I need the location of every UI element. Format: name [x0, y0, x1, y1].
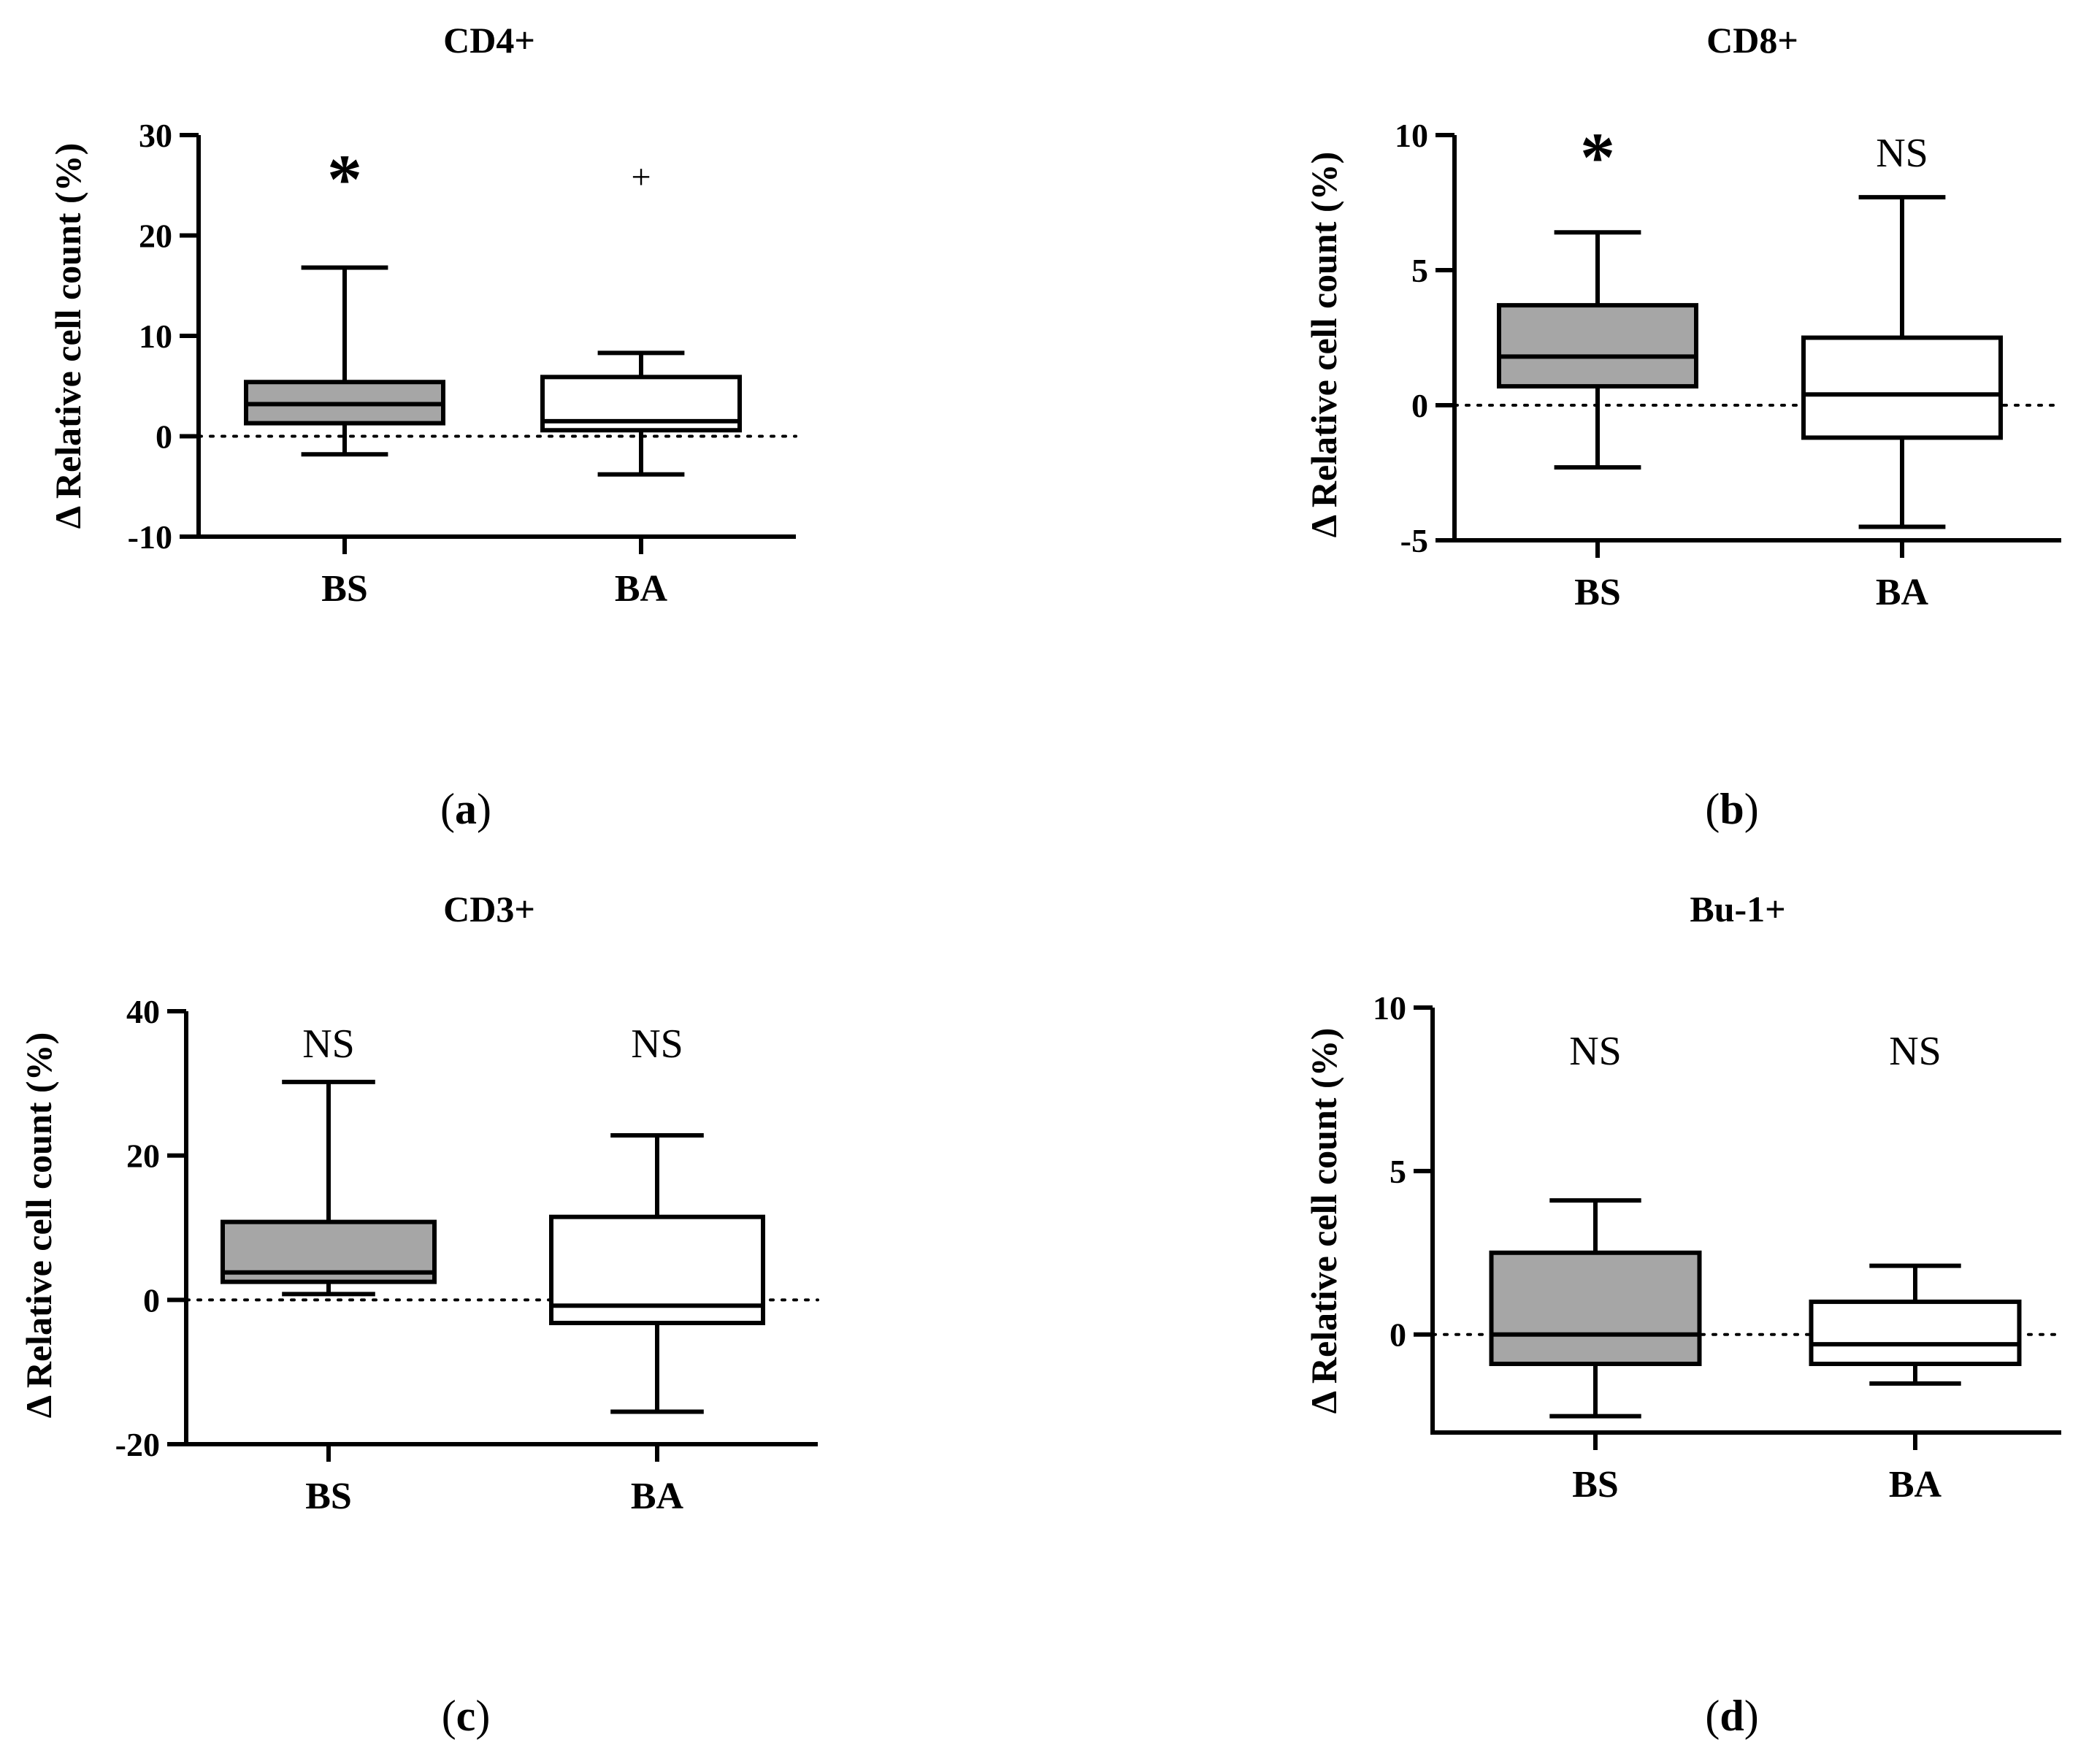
x-tick-label: BS — [305, 1476, 352, 1517]
x-tick-label: BA — [1876, 572, 1929, 613]
chart-title: CD4+ — [443, 20, 535, 61]
chart-title: CD8+ — [1706, 20, 1798, 61]
paren-close: ) — [1744, 1692, 1759, 1740]
panel-label-c: (c) — [442, 1692, 491, 1740]
iqr-box — [1489, 1250, 1702, 1366]
panel-label-a: (a) — [440, 785, 491, 833]
y-tick-label: 10 — [139, 318, 172, 355]
x-tick-label: BA — [615, 568, 668, 610]
y-axis-label: Δ Relative cell count (%) — [1303, 152, 1344, 537]
y-axis-label: Δ Relative cell count (%) — [1303, 1028, 1344, 1414]
paren-open: ( — [1705, 1692, 1720, 1740]
box-bs: * — [244, 140, 445, 457]
y-tick-label: 20 — [139, 218, 172, 255]
panel-label-b: (b) — [1705, 785, 1758, 833]
chart-title: Bu-1+ — [1690, 889, 1785, 929]
x-tick-label: BS — [321, 568, 368, 610]
y-tick-label: 10 — [1373, 989, 1406, 1027]
panel-a: CD4+ Δ Relative cell count (%) -10 0 10 20 30 B… — [47, 20, 797, 610]
box-bs: NS — [221, 1021, 437, 1297]
significance-label: NS — [631, 1021, 683, 1067]
y-tick-label: 10 — [1395, 117, 1428, 154]
significance-label: NS — [302, 1021, 355, 1067]
panel-letter: b — [1720, 785, 1744, 833]
y-tick-label: -5 — [1400, 522, 1428, 559]
iqr-box — [1809, 1299, 2022, 1366]
y-tick-label: 5 — [1411, 252, 1428, 289]
y-tick-label: 0 — [156, 418, 172, 456]
y-tick-label: 0 — [143, 1281, 160, 1319]
y-tick-label: 30 — [139, 117, 172, 154]
significance-label: NS — [1876, 131, 1928, 176]
x-tick-label: BA — [1889, 1464, 1942, 1506]
chart-title: CD3+ — [443, 889, 535, 929]
panel-b: CD8+ Δ Relative cell count (%) -5 0 5 10 BS BA *… — [1303, 20, 2063, 613]
x-tick-label: BA — [631, 1476, 684, 1517]
y-axis-label: Δ Relative cell count (%) — [47, 143, 88, 529]
panel-letter: d — [1720, 1692, 1744, 1740]
y-tick-label: 0 — [1411, 387, 1428, 424]
box-bs: * — [1497, 118, 1698, 470]
iqr-box — [1801, 335, 2003, 440]
significance-label: * — [1580, 118, 1615, 196]
paren-close: ) — [475, 1692, 490, 1740]
paren-close: ) — [477, 785, 491, 833]
significance-label: * — [327, 140, 362, 218]
y-tick-label: 20 — [126, 1138, 160, 1175]
y-tick-label: 5 — [1390, 1153, 1406, 1190]
paren-open: ( — [440, 785, 455, 833]
paren-open: ( — [1705, 785, 1720, 833]
significance-label: NS — [1889, 1029, 1942, 1074]
box-bs: NS — [1489, 1029, 1702, 1419]
box-ba: + — [540, 158, 742, 477]
y-tick-label: 0 — [1390, 1316, 1406, 1354]
y-tick-label: -10 — [128, 518, 172, 556]
panel-c: CD3+ Δ Relative cell count (%) -20 0 20 40 BS B… — [18, 889, 819, 1517]
box-ba: NS — [549, 1021, 765, 1414]
significance-label: NS — [1569, 1029, 1622, 1074]
x-tick-label: BS — [1572, 1464, 1619, 1506]
panel-d: Bu-1+ Δ Relative cell count (%) 0 5 10 BS BA NS… — [1303, 889, 2063, 1506]
box-ba: NS — [1809, 1029, 2022, 1386]
panel-letter: a — [455, 785, 477, 833]
significance-label: + — [631, 158, 651, 196]
panel-letter: c — [456, 1692, 476, 1740]
y-tick-label: 40 — [126, 993, 160, 1030]
iqr-box — [1497, 303, 1698, 389]
box-ba: NS — [1801, 131, 2003, 529]
y-tick-label: -20 — [115, 1426, 160, 1463]
x-tick-label: BS — [1574, 572, 1621, 613]
panel-label-d: (d) — [1705, 1692, 1758, 1740]
paren-open: ( — [442, 1692, 456, 1740]
y-axis-label: Δ Relative cell count (%) — [18, 1032, 59, 1418]
paren-close: ) — [1744, 785, 1759, 833]
